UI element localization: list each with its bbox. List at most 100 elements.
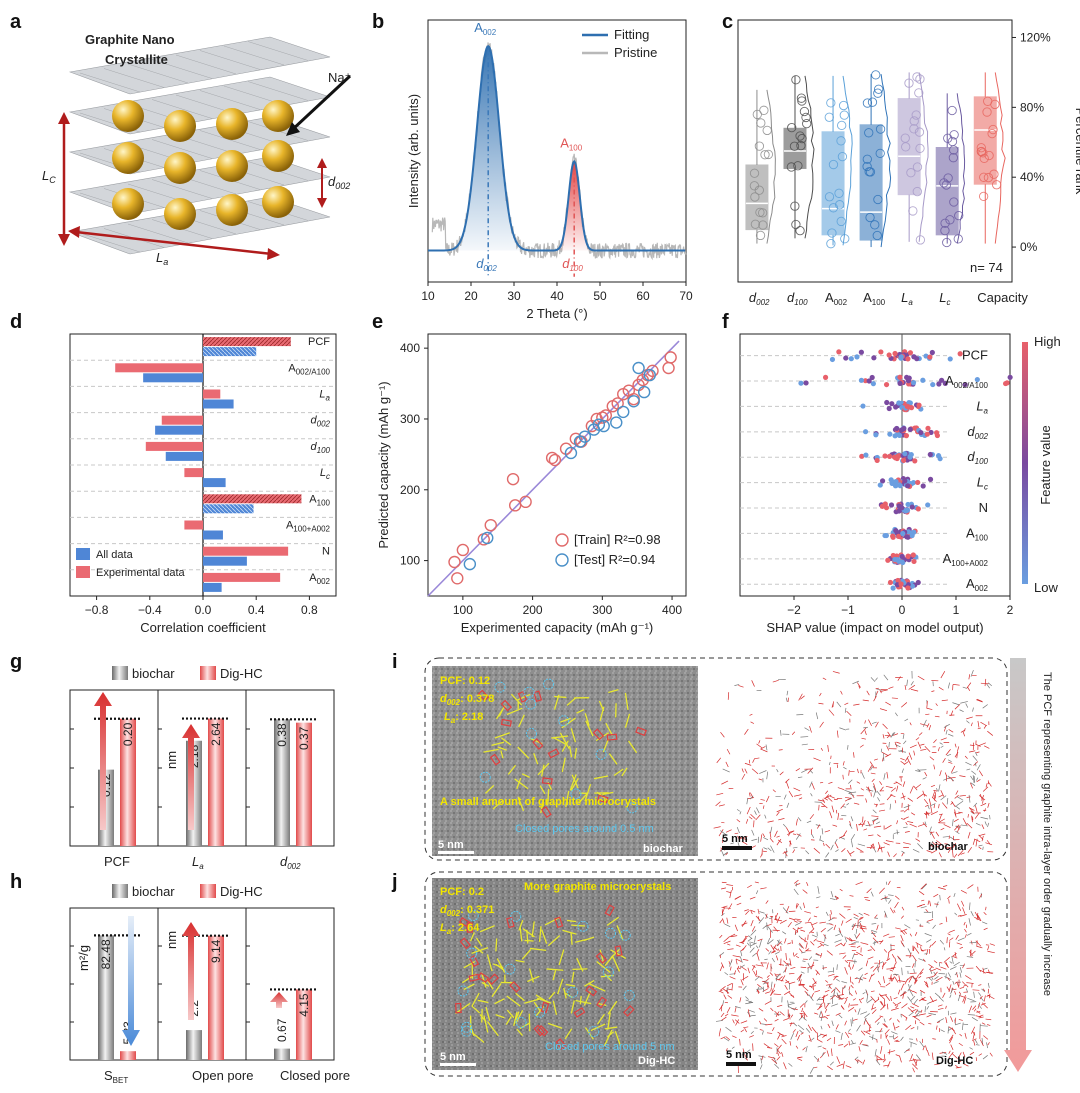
- density-stroke: [932, 924, 936, 929]
- density-stroke: [865, 960, 869, 967]
- data-point: [864, 167, 874, 177]
- data-point: [796, 140, 806, 151]
- density-stroke: [725, 852, 728, 856]
- density-stroke: [798, 1056, 803, 1058]
- lattice-line: [247, 41, 309, 61]
- density-stroke: [870, 766, 873, 771]
- density-stroke: [885, 994, 891, 1002]
- density-stroke: [846, 850, 852, 857]
- density-stroke: [986, 994, 990, 997]
- density-stroke: [844, 999, 848, 1005]
- sodium-sphere: [216, 194, 248, 226]
- lattice-fringe: [597, 1002, 607, 1007]
- density-stroke: [816, 940, 825, 944]
- density-stroke: [942, 1051, 948, 1055]
- density-stroke: [888, 686, 894, 689]
- lattice-fringe: [483, 1015, 489, 1033]
- density-stroke: [926, 976, 934, 979]
- shap-point: [897, 380, 903, 387]
- density-stroke: [924, 980, 927, 985]
- density-stroke: [764, 814, 767, 819]
- density-stroke: [933, 764, 936, 770]
- density-stroke: [938, 784, 941, 792]
- shap-point: [905, 553, 911, 559]
- lattice-fringe: [533, 1001, 542, 1012]
- density-stroke: [760, 887, 767, 890]
- density-stroke: [954, 811, 957, 818]
- data-point: [839, 110, 849, 120]
- density-stroke: [947, 759, 952, 762]
- density-stroke: [863, 726, 868, 729]
- density-stroke: [909, 786, 914, 794]
- microcrystal-box: [500, 718, 512, 727]
- density-stroke: [920, 946, 922, 950]
- density-stroke: [855, 881, 863, 885]
- density-stroke: [917, 741, 922, 749]
- correlation-bar: [115, 363, 203, 373]
- bar-value-label: 0.37: [297, 726, 311, 750]
- density-stroke: [935, 831, 940, 837]
- density-stroke: [964, 755, 968, 759]
- lattice-fringe: [559, 732, 570, 749]
- density-stroke: [890, 787, 897, 792]
- density-stroke: [953, 892, 956, 898]
- density-stroke: [866, 888, 872, 894]
- density-stroke: [725, 1048, 728, 1052]
- density-stroke: [735, 959, 738, 965]
- lattice-fringe: [533, 753, 539, 765]
- lattice-fringe: [487, 1021, 499, 1037]
- density-stroke: [738, 685, 744, 688]
- density-stroke: [948, 984, 952, 992]
- density-stroke: [928, 725, 932, 731]
- lattice-fringe: [608, 689, 619, 694]
- density-stroke: [798, 984, 805, 986]
- density-stroke: [769, 917, 773, 920]
- shap-point: [902, 478, 908, 484]
- density-stroke: [883, 933, 890, 937]
- group-label: Open pore: [192, 1068, 253, 1083]
- density-stroke: [868, 834, 874, 837]
- density-stroke: [848, 797, 853, 801]
- density-stroke: [819, 692, 822, 697]
- shap-point: [962, 381, 968, 388]
- panel-i-map-image: [718, 666, 992, 856]
- density-stroke: [835, 987, 841, 993]
- density-stroke: [755, 814, 761, 821]
- density-stroke: [783, 1018, 789, 1021]
- density-stroke: [906, 679, 908, 687]
- density-stroke: [815, 906, 819, 909]
- violin-outline: [994, 72, 1006, 244]
- density-stroke: [979, 1014, 984, 1017]
- density-stroke: [734, 1006, 741, 1009]
- data-point: [908, 206, 918, 216]
- density-stroke: [900, 757, 905, 761]
- density-stroke: [970, 722, 973, 727]
- density-stroke: [862, 977, 867, 979]
- density-stroke: [945, 1005, 947, 1009]
- density-stroke: [932, 841, 939, 848]
- density-stroke: [949, 961, 953, 964]
- shap-point: [870, 381, 876, 387]
- density-stroke: [887, 1061, 891, 1068]
- density-stroke: [736, 902, 742, 906]
- density-stroke: [811, 1026, 817, 1034]
- density-stroke: [975, 965, 982, 972]
- density-stroke: [910, 1006, 915, 1009]
- density-stroke: [811, 783, 815, 790]
- density-stroke: [789, 840, 791, 847]
- density-stroke: [872, 941, 879, 944]
- density-stroke: [908, 975, 913, 983]
- shap-point: [910, 552, 916, 558]
- data-point: [947, 105, 957, 116]
- density-stroke: [831, 805, 835, 813]
- density-stroke: [929, 900, 932, 907]
- density-stroke: [817, 886, 820, 894]
- density-stroke: [858, 823, 866, 826]
- data-point: [756, 118, 766, 128]
- data-point: [979, 172, 989, 182]
- lattice-fringe: [500, 750, 504, 759]
- d002-head-top: [317, 158, 327, 168]
- density-stroke: [971, 1026, 976, 1034]
- lattice-fringe: [540, 764, 545, 777]
- density-stroke: [795, 768, 801, 772]
